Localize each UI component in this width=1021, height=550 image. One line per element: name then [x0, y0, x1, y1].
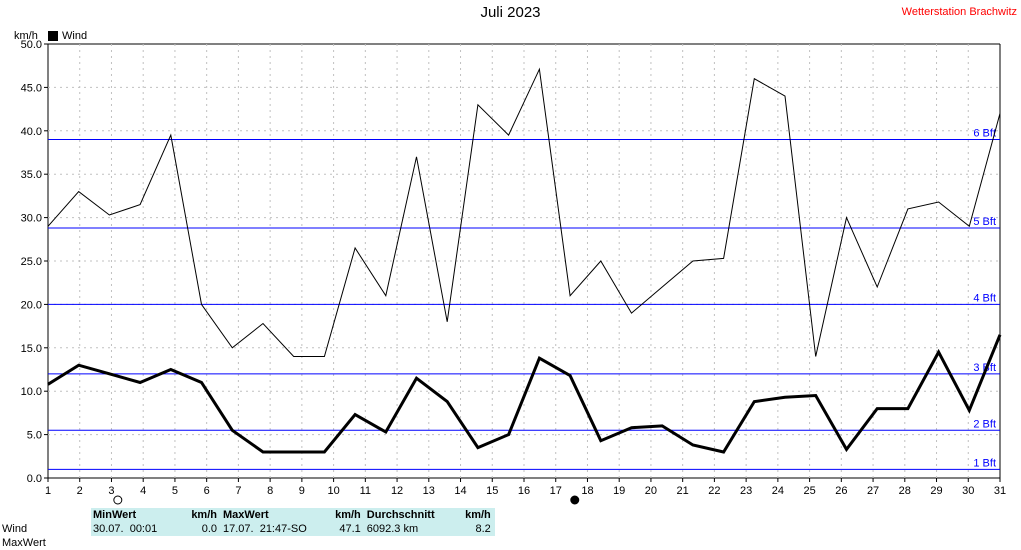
svg-text:4: 4: [140, 485, 146, 497]
svg-text:9: 9: [299, 485, 305, 497]
svg-text:20.0: 20.0: [21, 299, 42, 311]
svg-text:11: 11: [360, 485, 371, 497]
svg-text:0.0: 0.0: [27, 473, 42, 485]
svg-text:5.0: 5.0: [27, 430, 42, 442]
svg-text:13: 13: [423, 485, 435, 497]
svg-text:6: 6: [204, 485, 210, 497]
marker-max: [571, 496, 579, 504]
stats-row-label2: MaxWert: [0, 536, 91, 550]
wind-chart: 0.0 5.0 10.0 15.0 20.0 25.0 30.0 35.0 40.0 45.0 50…: [0, 0, 1021, 549]
svg-text:27: 27: [867, 485, 879, 497]
svg-text:31: 31: [994, 485, 1006, 497]
svg-text:45.0: 45.0: [21, 82, 42, 94]
marker-min: [114, 496, 122, 504]
svg-text:14: 14: [454, 485, 466, 497]
svg-text:6 Bft: 6 Bft: [973, 127, 996, 139]
svg-text:12: 12: [391, 485, 403, 497]
svg-text:23: 23: [740, 485, 752, 497]
svg-text:35.0: 35.0: [21, 169, 42, 181]
svg-text:2: 2: [77, 485, 83, 497]
svg-text:29: 29: [930, 485, 942, 497]
svg-text:19: 19: [613, 485, 625, 497]
svg-text:30: 30: [962, 485, 974, 497]
svg-text:18: 18: [581, 485, 593, 497]
svg-text:15.0: 15.0: [21, 343, 42, 355]
svg-text:25: 25: [803, 485, 815, 497]
svg-text:25.0: 25.0: [21, 256, 42, 268]
svg-text:7: 7: [235, 485, 241, 497]
svg-text:1 Bft: 1 Bft: [973, 457, 996, 469]
svg-text:1: 1: [45, 485, 51, 497]
svg-text:8: 8: [267, 485, 273, 497]
svg-text:17: 17: [550, 485, 562, 497]
svg-text:15: 15: [486, 485, 498, 497]
svg-text:10: 10: [327, 485, 339, 497]
svg-text:26: 26: [835, 485, 847, 497]
svg-text:5: 5: [172, 485, 178, 497]
svg-text:24: 24: [772, 485, 784, 497]
svg-text:10.0: 10.0: [21, 386, 42, 398]
svg-text:50.0: 50.0: [21, 39, 42, 51]
svg-text:5 Bft: 5 Bft: [973, 216, 996, 228]
svg-text:3: 3: [108, 485, 114, 497]
svg-text:30.0: 30.0: [21, 213, 42, 225]
svg-text:22: 22: [708, 485, 720, 497]
svg-text:40.0: 40.0: [21, 126, 42, 138]
svg-text:4 Bft: 4 Bft: [973, 292, 996, 304]
stats-table: MinWertkm/hMaxWertkm/hDurchschnittkm/hWi…: [0, 508, 1021, 550]
svg-text:20: 20: [645, 485, 657, 497]
svg-text:2 Bft: 2 Bft: [973, 418, 996, 430]
stats-row-label: Wind: [0, 522, 91, 536]
svg-text:28: 28: [899, 485, 911, 497]
svg-text:16: 16: [518, 485, 530, 497]
svg-text:21: 21: [677, 485, 689, 497]
